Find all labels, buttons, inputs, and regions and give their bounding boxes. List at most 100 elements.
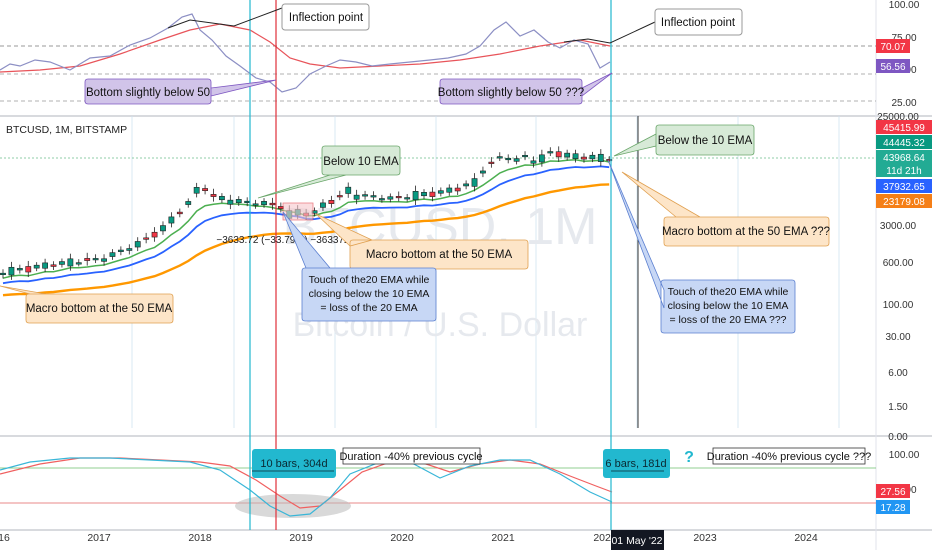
candle[interactable] xyxy=(412,191,419,201)
candle[interactable] xyxy=(50,264,57,267)
stoch-rsi-pane[interactable] xyxy=(0,457,613,517)
candle[interactable] xyxy=(202,188,208,191)
candle[interactable] xyxy=(471,178,478,187)
candle[interactable] xyxy=(75,262,82,265)
candle[interactable] xyxy=(210,194,217,197)
candle[interactable] xyxy=(126,248,133,251)
below10ema-callout-left[interactable] xyxy=(257,145,401,199)
candle[interactable] xyxy=(117,249,124,252)
candle[interactable] xyxy=(244,200,251,203)
candle[interactable] xyxy=(92,258,99,261)
candle[interactable] xyxy=(67,258,74,267)
candle[interactable] xyxy=(463,183,469,187)
candle[interactable] xyxy=(437,190,444,194)
candle[interactable] xyxy=(572,153,579,159)
candle[interactable] xyxy=(547,151,554,154)
candle[interactable] xyxy=(143,237,150,240)
annotations[interactable]: Inflection point Inflection point Bottom… xyxy=(0,3,871,478)
candle[interactable] xyxy=(378,198,385,201)
candle[interactable] xyxy=(336,195,343,198)
candle[interactable] xyxy=(513,158,520,162)
candle[interactable] xyxy=(252,203,259,206)
candle[interactable] xyxy=(25,266,32,273)
stoch-bottom-highlight xyxy=(235,494,351,518)
macro-bottom-callout-left[interactable] xyxy=(0,285,174,324)
candle[interactable] xyxy=(16,268,23,271)
candle[interactable] xyxy=(160,225,166,232)
time-axis[interactable]: 16 2017 2018 2019 2020 2021 2022 2023 2024 01 May… xyxy=(0,530,818,550)
candle[interactable] xyxy=(370,195,377,198)
inflection-arrow-right xyxy=(563,21,656,44)
duration-note-box-left[interactable] xyxy=(342,447,481,465)
candle[interactable] xyxy=(219,196,225,201)
candle[interactable] xyxy=(33,264,40,269)
candle[interactable] xyxy=(480,170,486,174)
candle[interactable] xyxy=(429,191,436,197)
price-axis-tick: 25000.00 xyxy=(877,112,919,123)
measure-box[interactable] xyxy=(282,202,314,221)
candle[interactable] xyxy=(454,187,461,192)
bottom50-callout-right[interactable] xyxy=(439,72,613,105)
candle[interactable] xyxy=(538,154,545,163)
price-axis[interactable]: 100.0075.0050.0025.0070.0756.5625000.003… xyxy=(876,0,932,514)
candle[interactable] xyxy=(353,194,360,200)
candle[interactable] xyxy=(496,156,503,159)
candle[interactable] xyxy=(387,196,394,200)
touch20ema-callout-right[interactable] xyxy=(607,159,796,334)
candle[interactable] xyxy=(185,201,192,205)
candle[interactable] xyxy=(345,186,352,194)
candle[interactable] xyxy=(446,187,453,193)
candle[interactable] xyxy=(193,187,200,194)
candle[interactable] xyxy=(564,152,571,158)
time-axis-label: 2024 xyxy=(794,532,818,544)
candle[interactable] xyxy=(42,262,48,269)
touch20ema-callout-left[interactable] xyxy=(282,211,437,322)
candle[interactable] xyxy=(530,160,537,164)
candle[interactable] xyxy=(8,266,15,276)
candle[interactable] xyxy=(84,258,91,261)
candle[interactable] xyxy=(488,161,495,164)
candle[interactable] xyxy=(328,199,335,204)
candle[interactable] xyxy=(227,199,234,205)
candle[interactable] xyxy=(176,211,183,215)
price-badge-text: 37932.65 xyxy=(883,182,925,193)
candle[interactable] xyxy=(269,202,276,206)
candle[interactable] xyxy=(101,258,107,262)
candle[interactable] xyxy=(320,202,326,208)
time-axis-label: 2018 xyxy=(188,532,212,544)
macro-bottom-callout-right[interactable] xyxy=(621,171,830,247)
candle[interactable] xyxy=(522,154,528,158)
candle[interactable] xyxy=(235,199,242,204)
time-axis-label: 2019 xyxy=(289,532,313,544)
candle[interactable] xyxy=(168,216,175,224)
inflection-callout-right[interactable] xyxy=(654,8,743,36)
candle[interactable] xyxy=(395,196,402,199)
candle[interactable] xyxy=(555,151,562,158)
candle[interactable] xyxy=(0,272,6,276)
candle[interactable] xyxy=(362,194,368,197)
duration-note-box-right[interactable] xyxy=(712,447,866,465)
candle[interactable] xyxy=(606,158,613,162)
bottom50-callout-left[interactable] xyxy=(84,78,277,105)
candle[interactable] xyxy=(597,153,604,162)
candle[interactable] xyxy=(589,154,596,160)
rsi-pane[interactable] xyxy=(0,13,611,93)
inflection-callout-left[interactable] xyxy=(281,3,370,31)
rsi-value-badge xyxy=(876,39,910,53)
touch20ema-line2-right: closing below the 10 EMA xyxy=(668,300,789,312)
candle[interactable] xyxy=(421,192,427,197)
candle[interactable] xyxy=(404,197,411,200)
candle[interactable] xyxy=(261,201,267,206)
rsi-ma-line xyxy=(0,23,611,73)
candle[interactable] xyxy=(59,261,65,265)
candle[interactable] xyxy=(109,252,116,257)
macro-bottom-callout-mid[interactable] xyxy=(315,213,529,270)
candle[interactable] xyxy=(151,231,158,238)
price-axis-tick: 100.00 xyxy=(883,300,914,311)
below10ema-callout-right[interactable] xyxy=(613,124,755,157)
candle[interactable] xyxy=(581,156,587,160)
candle[interactable] xyxy=(134,241,141,248)
rsi-line xyxy=(0,13,611,93)
candle[interactable] xyxy=(505,157,512,161)
